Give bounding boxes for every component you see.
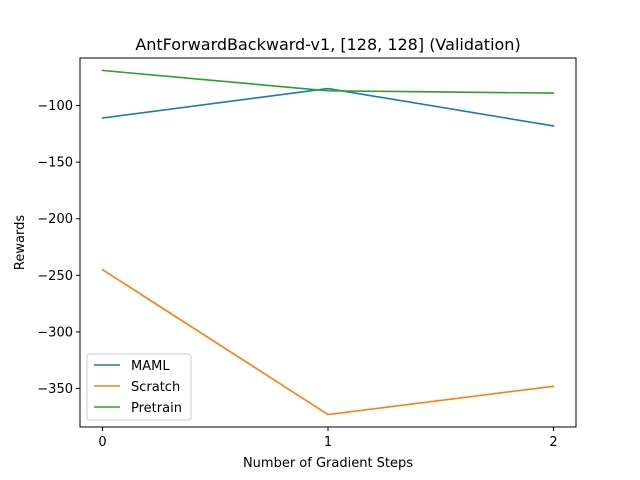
- y-tick-label-5: −100: [37, 99, 73, 114]
- series-line-maml: [101, 87, 555, 127]
- legend-box: [86, 353, 192, 421]
- x-tick-label-2: 2: [549, 435, 557, 450]
- legend: MAML Scratch Pretrain: [86, 353, 192, 421]
- x-tick-label-1: 1: [324, 435, 332, 450]
- y-axis-label: Rewards: [13, 215, 28, 270]
- y-tick-label-2: −250: [37, 269, 73, 284]
- y-tick-label-0: −350: [37, 382, 73, 397]
- y-tick-label-3: −200: [37, 212, 73, 227]
- series-layer: [101, 69, 555, 416]
- series-line-pretrain: [101, 69, 555, 94]
- legend-label-maml: MAML: [131, 359, 170, 374]
- y-tick-label-1: −300: [37, 325, 73, 340]
- x-axis-label: Number of Gradient Steps: [243, 456, 413, 471]
- chart-title: AntForwardBackward-v1, [128, 128] (Valid…: [135, 35, 520, 54]
- x-axis: 0 1 2: [98, 427, 558, 450]
- legend-label-pretrain: Pretrain: [131, 401, 182, 416]
- legend-label-scratch: Scratch: [131, 380, 180, 395]
- series-line-scratch: [101, 268, 555, 416]
- x-tick-label-0: 0: [98, 435, 106, 450]
- y-tick-label-4: −150: [37, 156, 73, 171]
- y-axis: −350 −300 −250 −200 −150 −100: [37, 99, 80, 397]
